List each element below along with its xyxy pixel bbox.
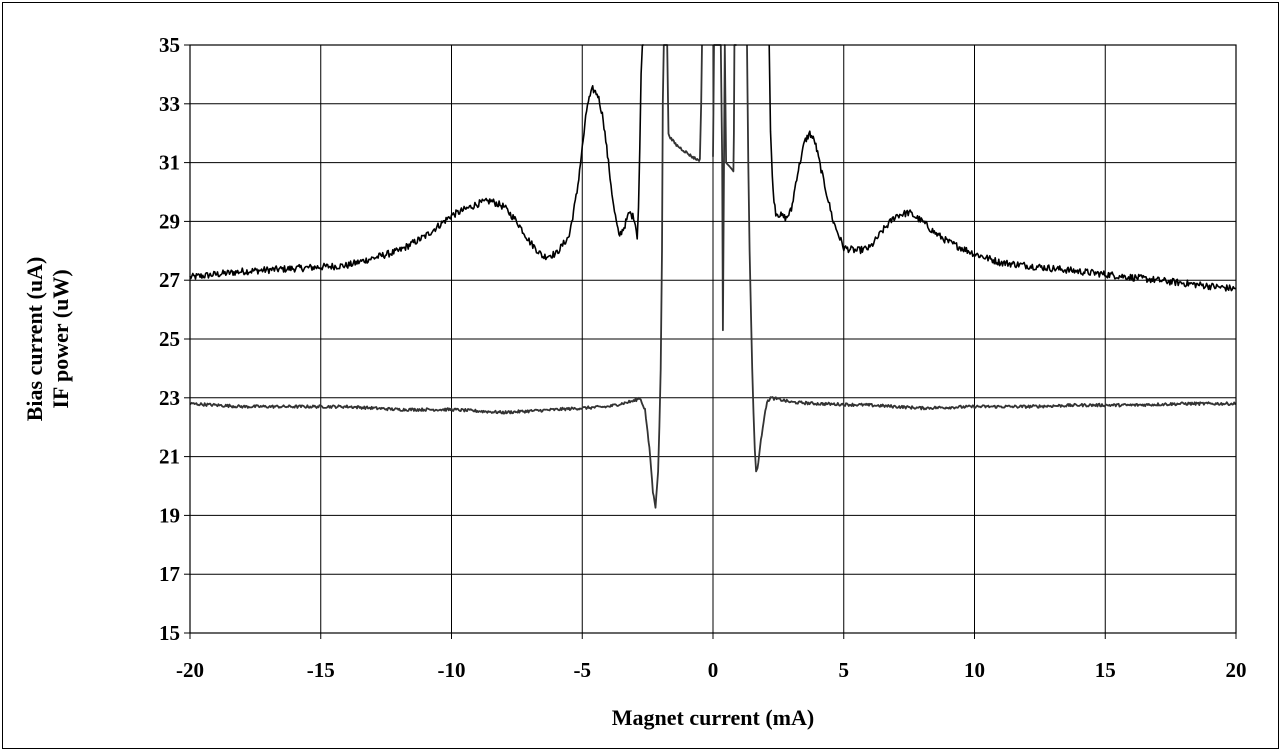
x-tick-label: -15: [307, 658, 335, 682]
plot-area-border: [189, 44, 1237, 634]
series-line-4: [712, 44, 737, 332]
series-line-1: [189, 44, 644, 280]
y-tick-label: 19: [159, 503, 180, 527]
y-tick-label: 33: [159, 92, 180, 116]
x-tick-label: -20: [176, 658, 204, 682]
series-layer: [189, 44, 1237, 509]
y-tick-label: 23: [159, 386, 180, 410]
x-tick-label: -10: [438, 658, 466, 682]
x-tick-label: 10: [964, 658, 985, 682]
x-tick-label: 0: [708, 658, 719, 682]
y-tick-label: 15: [159, 621, 180, 645]
y-tick-label: 29: [159, 209, 180, 233]
grid-layer: [184, 44, 1237, 639]
y-tick-label: 21: [159, 445, 180, 469]
y-tick-label: 35: [159, 33, 180, 57]
x-tick-label: -5: [574, 658, 592, 682]
x-tick-label: 15: [1095, 658, 1116, 682]
series-line-3: [189, 44, 703, 509]
x-tick-label: 20: [1226, 658, 1247, 682]
y-tick-label: 17: [159, 562, 180, 586]
x-axis-title: Magnet current (mA): [612, 705, 814, 730]
y-axis-title-line-1: Bias current (uA): [22, 257, 47, 422]
y-tick-label: 27: [159, 268, 180, 292]
series-line-2: [768, 44, 1237, 292]
x-tick-label: 5: [839, 658, 850, 682]
y-tick-label: 25: [159, 327, 180, 351]
y-tick-label: 31: [159, 151, 180, 175]
tick-labels: 15 17 19 21 23 25 27 29 31 33 35 -20 -15 -10 -5 0 5 10 15 2…: [159, 33, 1247, 682]
series-line-5: [746, 44, 1237, 473]
y-axis-title-line-2: IF power (uW): [48, 269, 73, 408]
